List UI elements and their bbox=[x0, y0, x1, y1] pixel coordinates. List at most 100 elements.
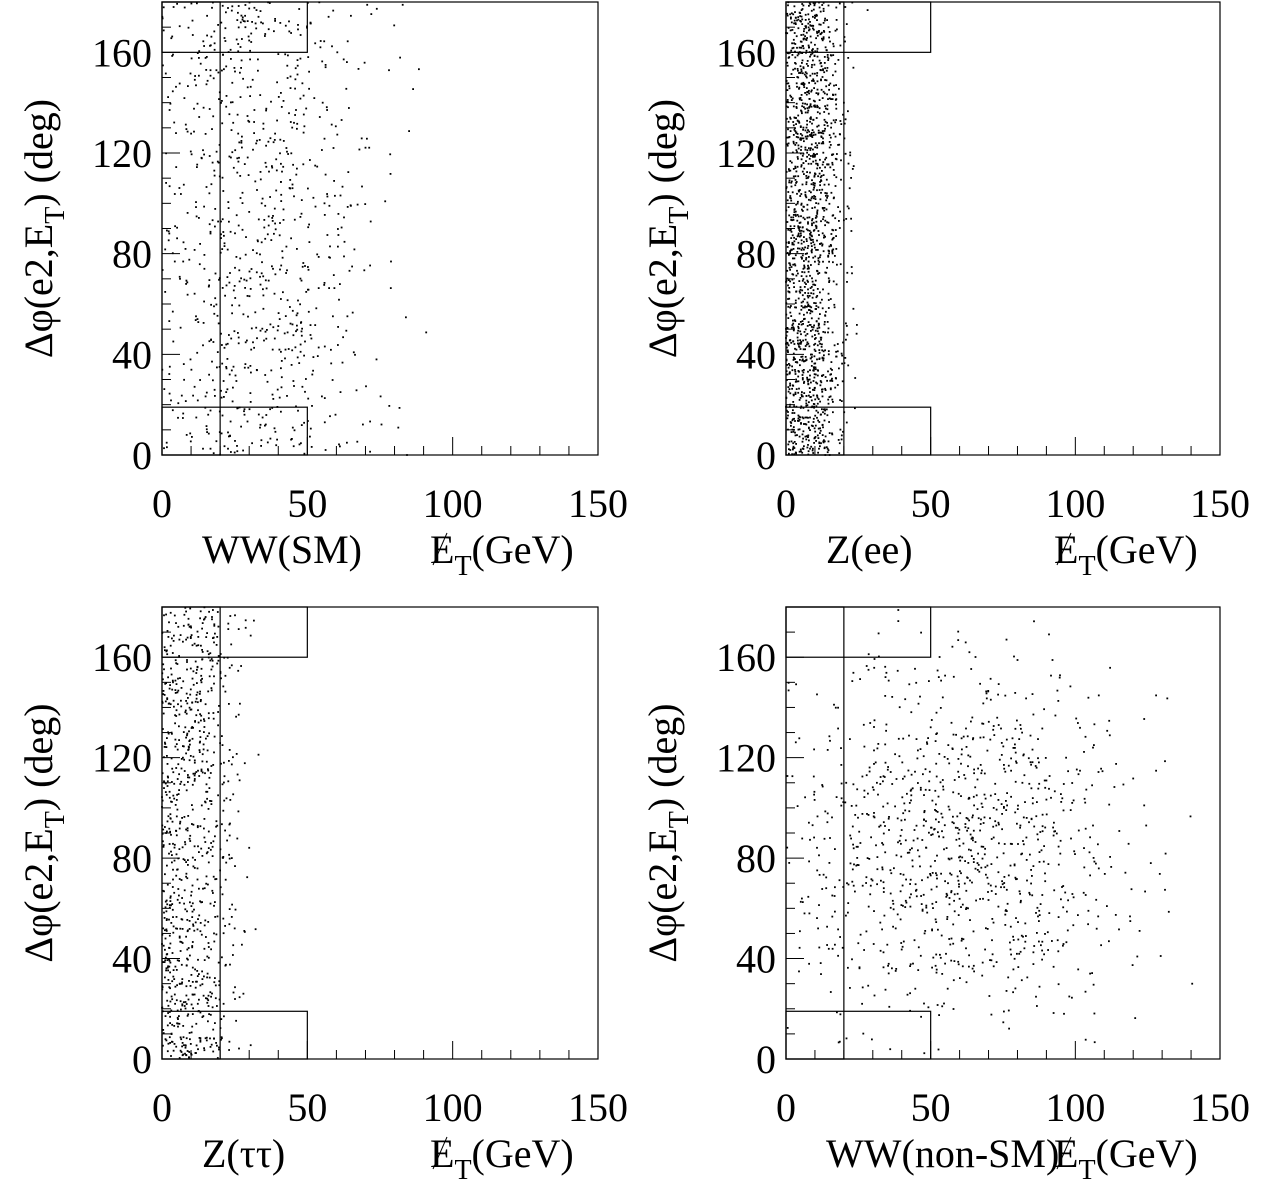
data-point bbox=[1010, 769, 1012, 772]
data-point bbox=[175, 834, 178, 837]
data-point bbox=[207, 413, 210, 416]
data-point bbox=[826, 196, 828, 199]
data-point bbox=[790, 249, 793, 251]
data-point bbox=[229, 420, 232, 423]
data-point bbox=[807, 416, 809, 419]
data-point bbox=[840, 804, 843, 807]
data-point bbox=[928, 680, 930, 682]
data-point bbox=[172, 842, 174, 845]
data-point bbox=[923, 1052, 926, 1055]
data-point bbox=[807, 292, 810, 295]
data-point bbox=[823, 56, 826, 58]
data-point bbox=[826, 321, 829, 323]
data-point bbox=[935, 803, 937, 806]
data-point bbox=[798, 46, 801, 49]
data-point bbox=[273, 427, 276, 430]
data-point bbox=[792, 257, 794, 260]
data-point bbox=[1038, 920, 1040, 922]
data-point bbox=[937, 928, 939, 931]
data-point bbox=[1097, 771, 1100, 773]
data-point bbox=[788, 452, 790, 455]
data-point bbox=[914, 770, 916, 773]
data-point bbox=[816, 47, 819, 50]
data-point bbox=[164, 291, 167, 293]
data-point bbox=[195, 644, 198, 647]
data-point bbox=[191, 884, 194, 887]
data-point bbox=[804, 345, 807, 347]
data-point bbox=[188, 625, 191, 628]
data-point bbox=[243, 762, 246, 765]
data-point bbox=[791, 29, 794, 31]
data-point bbox=[796, 46, 798, 49]
data-point bbox=[809, 149, 812, 151]
data-point bbox=[816, 30, 818, 33]
data-point bbox=[972, 814, 974, 817]
data-point bbox=[1004, 770, 1007, 773]
data-point bbox=[198, 217, 200, 219]
data-point bbox=[168, 796, 171, 799]
y-tick-label: 160 bbox=[716, 635, 776, 680]
data-point bbox=[790, 49, 793, 52]
data-point bbox=[810, 264, 812, 266]
data-point bbox=[1114, 914, 1117, 916]
data-point bbox=[178, 901, 181, 904]
data-point bbox=[238, 779, 241, 782]
data-point bbox=[191, 993, 194, 996]
data-point bbox=[224, 878, 227, 881]
data-point bbox=[182, 1044, 185, 1047]
data-point bbox=[211, 360, 213, 363]
data-point bbox=[175, 829, 177, 832]
x-tick-label: 100 bbox=[423, 1085, 483, 1130]
data-point bbox=[806, 37, 808, 39]
data-point bbox=[1097, 843, 1099, 846]
data-point bbox=[179, 1049, 182, 1052]
data-point bbox=[816, 846, 818, 849]
data-point bbox=[831, 249, 834, 252]
data-point bbox=[208, 284, 210, 287]
data-point bbox=[329, 245, 331, 248]
data-point bbox=[937, 821, 940, 823]
data-point bbox=[908, 802, 911, 804]
data-point bbox=[829, 244, 832, 246]
data-point bbox=[801, 897, 803, 900]
data-point bbox=[901, 761, 904, 764]
data-point bbox=[930, 834, 933, 836]
data-point bbox=[998, 842, 1000, 845]
data-point bbox=[963, 774, 966, 776]
data-point bbox=[797, 339, 799, 342]
data-point bbox=[798, 72, 800, 74]
data-point bbox=[1103, 873, 1106, 875]
data-point bbox=[807, 281, 809, 283]
data-point bbox=[804, 92, 806, 94]
data-point bbox=[163, 961, 166, 963]
data-point bbox=[176, 959, 179, 962]
data-point bbox=[789, 306, 791, 309]
data-point bbox=[820, 135, 823, 138]
data-point bbox=[207, 994, 210, 997]
data-point bbox=[865, 665, 868, 667]
data-point bbox=[800, 239, 803, 242]
data-point bbox=[794, 380, 797, 383]
data-point bbox=[835, 98, 838, 100]
data-point bbox=[792, 134, 795, 136]
data-point bbox=[803, 173, 805, 175]
data-point bbox=[1051, 940, 1053, 942]
data-point bbox=[187, 85, 189, 87]
data-point bbox=[184, 711, 187, 714]
data-point bbox=[263, 226, 266, 229]
data-point bbox=[276, 438, 278, 441]
data-point bbox=[808, 28, 811, 31]
data-point bbox=[165, 991, 168, 994]
data-point bbox=[845, 325, 848, 327]
data-point bbox=[331, 45, 333, 48]
data-point bbox=[987, 891, 989, 893]
data-point bbox=[326, 109, 328, 111]
data-point bbox=[792, 319, 794, 322]
data-point bbox=[787, 106, 789, 109]
data-point bbox=[807, 321, 810, 323]
data-point bbox=[789, 160, 792, 162]
data-point bbox=[1054, 830, 1056, 833]
data-point bbox=[865, 876, 868, 879]
data-point bbox=[338, 298, 340, 301]
data-point bbox=[812, 197, 815, 200]
